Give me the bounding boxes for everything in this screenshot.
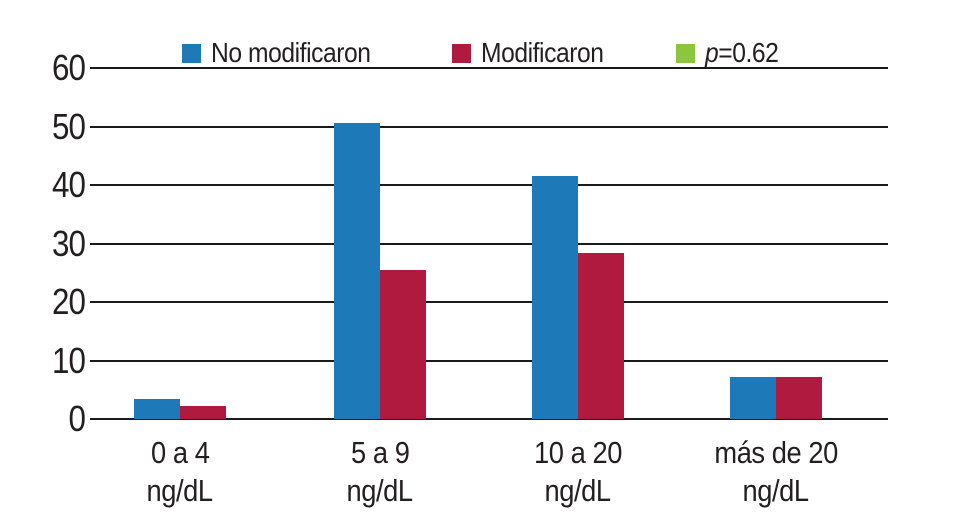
x-axis-category-label: 0 a 4 ng/dL [70, 434, 290, 510]
legend-item: Modificaron [452, 37, 620, 68]
bar-modificaron [578, 252, 624, 419]
gridline [90, 418, 888, 420]
gridline [90, 359, 888, 362]
x-axis-category-label: 10 a 20 ng/dL [468, 434, 688, 510]
x-axis-category-unit: ng/dL [742, 473, 810, 508]
legend-swatch-icon [182, 43, 201, 63]
y-axis-tick-text: 60 [51, 47, 86, 88]
bar-no-modificaron [334, 122, 380, 419]
x-axis-category-label: 5 a 9 ng/dL [270, 434, 490, 510]
legend-swatch-icon [676, 43, 695, 63]
bar-modificaron [380, 270, 426, 419]
gridline [90, 242, 888, 245]
bar-no-modificaron [532, 175, 578, 419]
y-axis-tick-text: 50 [51, 105, 86, 147]
y-axis-tick-label: 40 [0, 164, 86, 205]
x-axis-category-unit: ng/dL [544, 473, 612, 508]
gridline [90, 67, 888, 69]
y-axis-tick-text: 40 [51, 164, 86, 205]
x-axis-category-unit: ng/dL [346, 473, 414, 508]
y-axis-tick-label: 10 [0, 339, 86, 381]
gridline [90, 125, 888, 128]
bar-modificaron [776, 376, 822, 419]
x-axis-category-unit: ng/dL [146, 473, 214, 508]
x-axis-category-range: 10 a 20 [534, 435, 622, 470]
legend-label: No modificaron [211, 37, 371, 68]
y-axis-tick-text: 0 [68, 398, 85, 439]
y-axis-tick-text: 10 [51, 339, 86, 381]
x-axis-category-range: más de 20 [714, 435, 838, 470]
legend-p-value: =0.62 [718, 37, 779, 68]
x-axis-category-label: más de 20 ng/dL [666, 434, 886, 510]
bar-modificaron [180, 406, 226, 419]
y-axis-tick-label: 50 [0, 105, 86, 147]
x-axis-category-range: 0 a 4 [150, 435, 210, 470]
gridline [90, 301, 888, 303]
bar-no-modificaron [730, 376, 776, 419]
y-axis-tick-label: 0 [0, 401, 85, 437]
legend-p-italic: p [705, 37, 719, 68]
y-axis-tick-text: 20 [51, 281, 86, 322]
legend-item: No modificaron [182, 37, 392, 68]
y-axis-tick-label: 30 [0, 222, 86, 264]
x-axis-category-range: 5 a 9 [350, 435, 410, 470]
legend-swatch-icon [452, 43, 471, 63]
legend-label: p=0.62 [705, 37, 779, 68]
y-axis-tick-text: 30 [51, 222, 86, 264]
y-axis-tick-label: 60 [0, 47, 86, 88]
gridline [90, 184, 888, 186]
y-axis-tick-label: 20 [0, 281, 86, 322]
legend-item: p=0.62 [676, 37, 788, 68]
bar-no-modificaron [134, 399, 180, 419]
legend-label: Modificaron [481, 37, 604, 68]
